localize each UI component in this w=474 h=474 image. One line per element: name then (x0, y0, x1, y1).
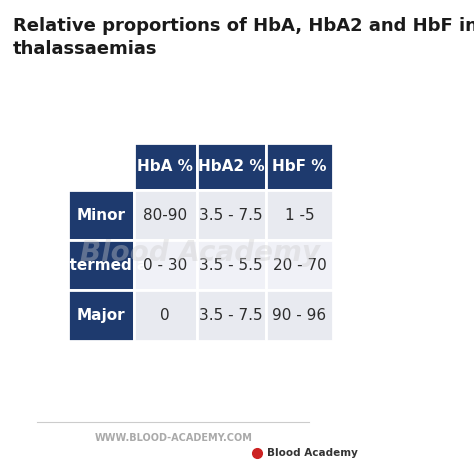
FancyBboxPatch shape (67, 291, 134, 340)
Text: 3.5 - 7.5: 3.5 - 7.5 (199, 208, 263, 223)
Text: 80-90: 80-90 (143, 208, 187, 223)
FancyBboxPatch shape (67, 190, 134, 240)
Text: HbA2 %: HbA2 % (198, 159, 264, 174)
FancyBboxPatch shape (265, 143, 333, 190)
FancyBboxPatch shape (134, 291, 197, 340)
Text: 3.5 - 7.5: 3.5 - 7.5 (199, 308, 263, 323)
Text: Blood Academy: Blood Academy (267, 448, 358, 458)
FancyBboxPatch shape (134, 143, 197, 190)
Text: WWW.BLOOD-ACADEMY.COM: WWW.BLOOD-ACADEMY.COM (94, 433, 252, 444)
Text: 0: 0 (161, 308, 170, 323)
FancyBboxPatch shape (265, 291, 333, 340)
FancyBboxPatch shape (134, 240, 197, 291)
FancyBboxPatch shape (265, 190, 333, 240)
Text: 1 -5: 1 -5 (285, 208, 314, 223)
Text: 3.5 - 5.5: 3.5 - 5.5 (199, 258, 263, 273)
Text: HbA %: HbA % (137, 159, 193, 174)
Text: 20 - 70: 20 - 70 (273, 258, 326, 273)
Text: Minor: Minor (76, 208, 125, 223)
Text: HbF %: HbF % (272, 159, 327, 174)
Text: Intermedia: Intermedia (54, 258, 148, 273)
FancyBboxPatch shape (197, 240, 265, 291)
FancyBboxPatch shape (197, 143, 265, 190)
Text: 90 - 96: 90 - 96 (273, 308, 327, 323)
FancyBboxPatch shape (67, 240, 134, 291)
Text: 0 - 30: 0 - 30 (143, 258, 187, 273)
Text: Blood Academy: Blood Academy (81, 239, 320, 267)
FancyBboxPatch shape (265, 240, 333, 291)
FancyBboxPatch shape (197, 291, 265, 340)
FancyBboxPatch shape (197, 190, 265, 240)
FancyBboxPatch shape (134, 190, 197, 240)
Text: Relative proportions of HbA, HbA2 and HbF in β
thalassaemias: Relative proportions of HbA, HbA2 and Hb… (13, 17, 474, 58)
Text: Major: Major (76, 308, 125, 323)
